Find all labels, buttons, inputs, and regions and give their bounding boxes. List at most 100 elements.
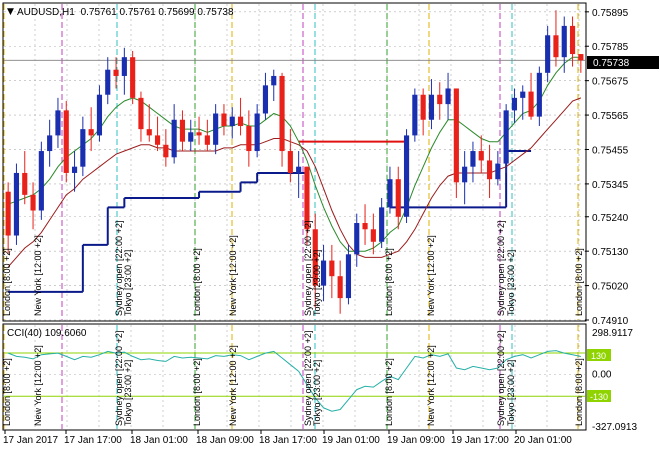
candle-bull [511, 97, 518, 111]
time-tick-label: 17 Jan 2017 [3, 435, 58, 446]
cci-tick-label: 298.9117 [592, 328, 633, 339]
session-label-cci: New York [12:00 +2] [228, 345, 238, 426]
price-axis: 0.75895 0.75785 0.75675 0.75565 0.75455 0.753… [585, 8, 629, 327]
candle-bear [130, 57, 136, 98]
session-label-main: London [8:00 +2] [574, 248, 584, 316]
price-tick-label: 0.74910 [592, 316, 629, 327]
candle-bear [63, 110, 69, 173]
candle-bear [437, 94, 443, 105]
session-label-cci: London [8:00 +2] [574, 358, 584, 426]
candle-bear [395, 179, 401, 217]
symbol-triangle-icon: ▼ [7, 7, 14, 17]
session-label-cci: Tokyo [23:00 +2] [506, 360, 516, 426]
current-price-box [587, 56, 659, 69]
candle-bull [445, 88, 451, 105]
candle-bull [296, 166, 302, 173]
candle-bull [379, 207, 385, 242]
session-label-cci: Sydney open [22:00 +2] [303, 331, 313, 426]
session-label-main: Sydney open [22:00 +2] [496, 221, 506, 316]
candle-bear [329, 260, 335, 277]
candle-bull [13, 172, 20, 236]
time-tick-label: 18 Jan 17:00 [259, 435, 317, 446]
cci-tick-label: 0.00 [592, 370, 612, 381]
candle-bear [146, 129, 152, 136]
candlesticks [5, 10, 584, 314]
session-label-main: New York [12:00 +2] [228, 235, 238, 316]
candle-bear [22, 172, 28, 195]
candle-bull [55, 110, 61, 136]
price-tick-label: 0.75565 [592, 111, 629, 122]
candle-bull [503, 110, 509, 164]
candle-bear [88, 129, 94, 136]
candle-bull [520, 91, 526, 98]
candle-bear [113, 69, 119, 76]
cci-low-level-label: -130 [590, 392, 608, 402]
price-tick-label: 0.75455 [592, 145, 629, 156]
session-label-main: New York [12:00 +2] [33, 235, 43, 316]
time-tick-label: 20 Jan 01:00 [514, 435, 572, 446]
candle-bull [80, 129, 86, 167]
session-label-main: Tokyo [23:00 +2] [123, 250, 133, 316]
candle-bear [279, 75, 285, 152]
cci-tick-label: -327.0913 [592, 422, 637, 433]
candle-bull [96, 94, 103, 136]
candle-bull [428, 94, 435, 120]
candle-bear [5, 191, 11, 236]
time-tick-label: 19 Jan 01:00 [322, 435, 380, 446]
session-label-main: New York [12:00 +2] [426, 235, 436, 316]
candle-bear [370, 229, 376, 242]
candle-bear [204, 135, 210, 145]
session-label-cci: Sydney open [22:00 +2] [114, 331, 124, 426]
candle-bull [545, 35, 551, 73]
candle-bull [462, 166, 468, 183]
candle-bear [179, 119, 186, 142]
session-label-cci: New York [12:00 +2] [33, 345, 43, 426]
candle-bear [163, 144, 169, 158]
candle-bear [154, 135, 161, 145]
time-tick-label: 18 Jan 01:00 [130, 435, 188, 446]
session-label-cci: Sydney open [22:00 +2] [496, 331, 506, 426]
cci-high-level-label: 130 [591, 351, 606, 361]
session-label-main: Tokyo [23:00 +2] [506, 250, 516, 316]
price-tick-label: 0.75895 [592, 8, 629, 19]
chart-title: AUDUSD,H1 0.75761 0.75761 0.75699 0.7573… [17, 7, 234, 18]
candle-bull [105, 69, 111, 95]
symbol-label: AUDUSD,H1 [17, 7, 75, 18]
session-label-cci: London [8:00 +2] [192, 358, 202, 426]
session-label-main: London [8:00 +2] [384, 248, 394, 316]
candle-bull [536, 72, 542, 117]
session-label-main: Sydney open [22:00 +2] [114, 221, 124, 316]
cci-indicator [4, 350, 585, 412]
candle-bull [121, 57, 127, 76]
session-label-main: Tokyo [23:00 +2] [312, 250, 322, 316]
candle-bear [578, 54, 584, 61]
candle-bull [403, 135, 410, 217]
candle-bull [254, 113, 260, 152]
session-label-cci: London [8:00 +2] [384, 358, 394, 426]
current-price-label: 0.75738 [593, 58, 630, 69]
session-label-cci: Tokyo [23:00 +2] [312, 360, 322, 426]
candle-bull [262, 85, 269, 114]
level-lines [4, 59, 585, 293]
candle-bull [213, 113, 219, 145]
candle-bear [478, 151, 484, 161]
candle-bear [453, 88, 459, 183]
indicator-panel[interactable] [2, 323, 587, 431]
candle-bear [138, 97, 144, 130]
session-label-main: London [8:00 +2] [192, 248, 202, 316]
candle-bear [569, 25, 576, 55]
cci-axis: 298.9117 0.00 -327.0913 [592, 328, 637, 433]
candle-bull [171, 119, 177, 158]
candle-bull [345, 254, 352, 299]
cci-low-level-box [587, 390, 611, 402]
candle-bear [420, 94, 426, 120]
price-tick-label: 0.75785 [592, 42, 629, 53]
session-label-cci: Tokyo [23:00 +2] [123, 360, 133, 426]
session-lines [3, 4, 579, 429]
candle-bear [362, 223, 368, 230]
time-tick-label: 18 Jan 09:00 [196, 435, 254, 446]
price-tick-label: 0.75240 [592, 213, 629, 224]
candle-bull [412, 94, 418, 136]
candle-bear [486, 160, 493, 180]
